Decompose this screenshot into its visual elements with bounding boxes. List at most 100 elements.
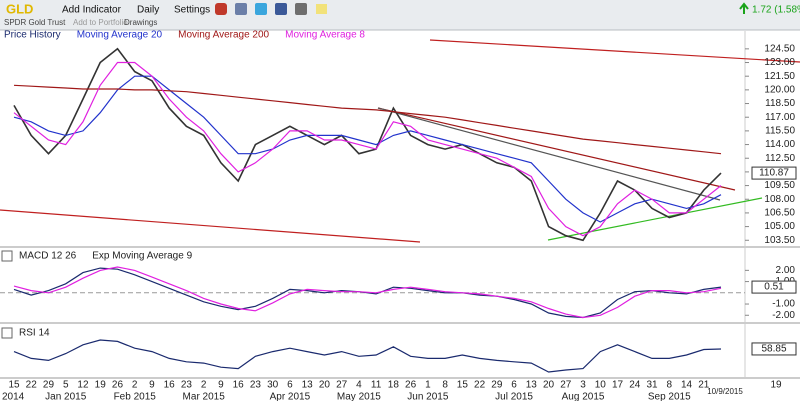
series-line [14, 49, 721, 241]
x-tick-label: 6 [287, 380, 293, 391]
y-tick-label: 106.50 [764, 208, 795, 219]
x-tick-label: 20 [319, 380, 331, 391]
x-tick-label: 9 [218, 380, 224, 391]
y-tick-label: 114.00 [765, 139, 795, 150]
icon[interactable] [235, 3, 247, 15]
x-tick-label: 16 [233, 380, 245, 391]
y-tick-label: 112.50 [765, 153, 795, 164]
month-label: Apr 2015 [270, 392, 311, 401]
y-tick-label: 109.50 [764, 180, 795, 191]
icon[interactable] [295, 3, 307, 15]
y-tick-label: -1.00 [772, 299, 795, 310]
symbol[interactable]: GLD [6, 1, 33, 16]
x-tick-label: 15 [8, 380, 20, 391]
x-tick-label: 23 [181, 380, 193, 391]
y-tick-label: 108.00 [764, 194, 795, 205]
legend-entry: MACD 12 26 [19, 251, 77, 262]
icon[interactable] [316, 4, 327, 14]
date-label: 10/9/2015 [707, 387, 743, 396]
add-indicator[interactable]: Add Indicator [62, 5, 122, 16]
x-tick-label: 19 [95, 380, 107, 391]
y-tick-label: 2.00 [776, 265, 796, 276]
legend-entry: Exp Moving Average 9 [92, 251, 192, 262]
x-tick-label: 16 [164, 380, 176, 391]
month-label: 2014 [2, 392, 25, 401]
settings[interactable]: Settings [174, 5, 210, 16]
x-tick-label: 1 [425, 380, 431, 391]
x-tick-label: 20 [543, 380, 555, 391]
x-tick-label: 27 [336, 380, 348, 391]
series-line [14, 267, 721, 318]
y-tick-label: 123.00 [764, 57, 795, 68]
month-label: Feb 2015 [114, 392, 157, 401]
x-tick-label: 24 [629, 380, 641, 391]
interval[interactable]: Daily [137, 5, 159, 16]
x-tick-label: 19 [770, 380, 782, 391]
icon[interactable] [275, 3, 287, 15]
x-tick-label: 31 [646, 380, 658, 391]
x-tick-label: 11 [371, 380, 382, 391]
x-tick-label: 30 [267, 380, 279, 391]
price-tag-label: 0.51 [764, 282, 784, 293]
x-tick-label: 27 [560, 380, 572, 391]
legend-entry: Moving Average 8 [285, 30, 365, 41]
series-line [14, 76, 721, 222]
x-tick-label: 26 [405, 380, 417, 391]
close-button[interactable] [2, 251, 12, 261]
close-button[interactable] [2, 328, 12, 338]
x-tick-label: 12 [77, 380, 89, 391]
x-tick-label: 22 [26, 380, 38, 391]
x-tick-label: 6 [511, 380, 517, 391]
x-tick-label: 8 [666, 380, 672, 391]
price-tag-label: 110.87 [759, 168, 789, 179]
x-tick-label: 29 [491, 380, 503, 391]
channel-line [0, 210, 420, 242]
change: 1.72 (1.58%) [752, 5, 800, 16]
x-tick-label: 10 [595, 380, 607, 391]
x-tick-label: 3 [580, 380, 586, 391]
month-label: Jan 2015 [45, 392, 87, 401]
y-tick-label: 121.50 [764, 71, 795, 82]
series-line [14, 85, 721, 153]
add-to-portfolio[interactable]: Add to Portfolio [73, 18, 128, 27]
trend-line [378, 108, 720, 200]
x-tick-label: 17 [612, 380, 624, 391]
y-tick-label: 124.50 [764, 43, 795, 54]
x-tick-label: 14 [681, 380, 693, 391]
month-label: Sep 2015 [648, 392, 691, 401]
x-tick-label: 26 [112, 380, 124, 391]
x-tick-label: 8 [442, 380, 448, 391]
x-tick-label: 5 [63, 380, 69, 391]
month-label: Jul 2015 [495, 392, 533, 401]
month-label: Aug 2015 [562, 392, 605, 401]
x-tick-label: 13 [302, 380, 314, 391]
month-label: Mar 2015 [183, 392, 226, 401]
y-tick-label: 105.00 [764, 221, 795, 232]
security-name: SPDR Gold Trust [4, 18, 66, 27]
legend-entry: Price History [4, 30, 61, 41]
icon[interactable] [215, 3, 227, 15]
x-tick-label: 4 [356, 380, 362, 391]
month-label: Jun 2015 [407, 392, 449, 401]
y-tick-label: -2.00 [772, 310, 795, 321]
x-tick-label: 2 [201, 380, 207, 391]
legend-entry: Moving Average 20 [77, 30, 163, 41]
x-tick-label: 29 [43, 380, 55, 391]
x-tick-label: 9 [149, 380, 155, 391]
drawings[interactable]: Drawings [124, 18, 157, 27]
x-tick-label: 22 [474, 380, 486, 391]
month-label: May 2015 [337, 392, 381, 401]
y-tick-label: 103.50 [764, 235, 795, 246]
legend-entry: Moving Average 200 [178, 30, 269, 41]
y-tick-label: 120.00 [764, 85, 795, 96]
y-tick-label: 117.00 [765, 112, 795, 123]
x-tick-label: 18 [388, 380, 400, 391]
y-tick-label: 118.50 [765, 98, 795, 109]
series-line [14, 340, 721, 372]
x-tick-label: 15 [457, 380, 469, 391]
plots: 124.50123.00121.50120.00118.50117.00115.… [0, 30, 796, 401]
legend-entry: RSI 14 [19, 328, 50, 339]
icon[interactable] [255, 3, 267, 15]
x-tick-label: 23 [250, 380, 262, 391]
